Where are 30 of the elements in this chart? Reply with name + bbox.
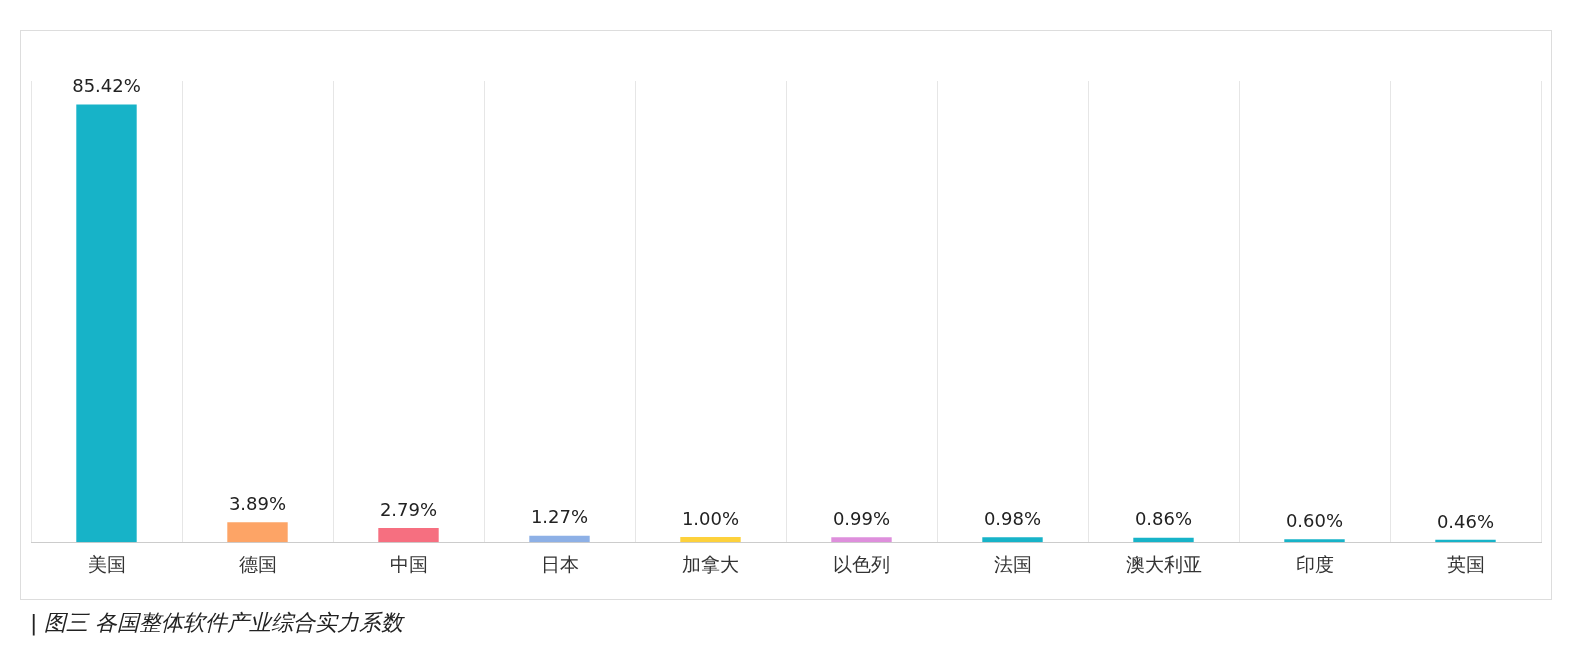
data-label: 0.86% [1134,508,1193,530]
data-label: 1.27% [530,506,589,528]
bar [529,535,590,543]
bar [378,527,439,543]
data-label: 0.99% [832,507,891,529]
x-tick-label: 印度 [1295,552,1334,575]
bar [1133,537,1194,543]
data-label: 0.46% [1436,510,1495,532]
x-tick-label: 英国 [1446,552,1485,575]
data-label: 3.89% [228,492,287,514]
data-label: 1.00% [681,507,740,529]
x-tick-label: 法国 [993,552,1032,575]
bar [831,537,892,543]
bar [982,537,1043,543]
x-tick-label: 加拿大 [682,552,739,575]
text: | 图三 各国整体软件产业综合实力系数 [30,609,404,638]
x-tick-label: 日本 [540,552,579,575]
bar [680,537,741,543]
data-label: 0.98% [983,507,1042,529]
bar [227,522,288,543]
data-label: 85.42% [72,75,141,97]
bar [76,104,137,543]
x-tick-label: 以色列 [833,552,890,575]
x-tick-label: 德国 [238,552,277,575]
data-label: 0.60% [1285,509,1344,531]
bar [1284,539,1345,543]
x-tick-label: 美国 [87,552,126,575]
data-label: 2.79% [379,498,438,520]
x-tick-label: 中国 [389,552,428,575]
x-tick-label: 澳大利亚 [1125,552,1202,575]
